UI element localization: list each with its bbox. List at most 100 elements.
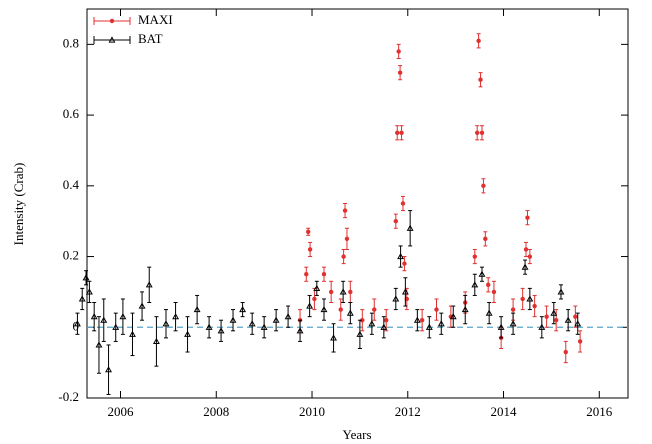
data-point	[472, 254, 477, 259]
data-point	[320, 305, 328, 313]
data-point	[434, 307, 439, 312]
data-point	[360, 318, 365, 323]
data-point	[564, 316, 572, 323]
data-point	[193, 305, 201, 313]
data-point	[402, 261, 407, 266]
legend-label: MAXI	[138, 12, 173, 27]
data-point	[112, 323, 120, 330]
data-point	[527, 254, 533, 259]
data-point	[344, 236, 350, 242]
data-point	[397, 70, 403, 75]
data-point	[342, 208, 348, 213]
data-point	[520, 296, 525, 302]
data-point	[129, 330, 136, 337]
data-point	[553, 318, 559, 323]
data-point	[497, 323, 505, 330]
data-point	[525, 215, 530, 220]
data-point	[478, 270, 486, 277]
data-point	[491, 289, 497, 295]
data-point	[248, 320, 256, 327]
data-point	[413, 316, 421, 323]
x-tick-label: 2016	[586, 404, 613, 419]
data-point	[307, 247, 313, 252]
data-point	[313, 284, 321, 291]
data-point	[296, 327, 304, 334]
data-point	[395, 130, 400, 135]
data-point	[306, 302, 314, 309]
y-tick-label: 0.4	[63, 177, 80, 192]
data-point	[321, 272, 327, 277]
data-point	[119, 313, 127, 320]
data-point	[483, 236, 488, 242]
data-point	[577, 339, 583, 344]
data-point	[401, 288, 409, 295]
y-tick-label: 0.8	[63, 35, 79, 50]
data-point	[348, 289, 353, 295]
data-point	[304, 272, 309, 277]
data-point	[574, 320, 582, 327]
data-point	[85, 288, 93, 295]
data-point	[479, 130, 485, 135]
data-point	[260, 323, 268, 330]
data-point	[406, 224, 414, 231]
data-point	[284, 313, 292, 320]
data-point	[152, 337, 160, 344]
data-point	[397, 252, 405, 260]
data-point	[205, 323, 213, 330]
data-point	[510, 307, 516, 312]
x-tick-label: 2008	[203, 404, 229, 419]
plot-frame	[86, 8, 629, 399]
data-point	[184, 330, 191, 337]
data-point	[557, 288, 565, 295]
data-point	[162, 320, 170, 327]
data-point	[372, 307, 377, 312]
y-tick-label: -0.2	[58, 389, 79, 404]
data-point	[485, 309, 493, 316]
data-point	[573, 314, 578, 319]
data-point	[476, 38, 481, 44]
data-point	[330, 334, 338, 341]
data-point	[396, 49, 401, 54]
data-point	[471, 281, 479, 288]
data-point	[425, 323, 433, 330]
x-tick-label: 2010	[299, 404, 325, 419]
data-point	[384, 318, 389, 323]
data-point	[544, 314, 549, 319]
data-point	[338, 307, 343, 312]
data-point	[532, 303, 537, 309]
data-point	[523, 247, 529, 252]
data-point	[356, 330, 364, 337]
data-point	[272, 316, 280, 323]
data-point	[368, 320, 376, 327]
data-point	[229, 316, 237, 323]
data-point	[217, 327, 225, 334]
data-point	[538, 323, 546, 330]
series	[73, 210, 582, 395]
data-point	[95, 341, 103, 348]
data-point	[449, 313, 457, 320]
data-point	[90, 313, 98, 320]
data-point	[521, 263, 529, 270]
data-point	[526, 295, 534, 302]
data-point	[339, 288, 347, 295]
data-point	[145, 281, 153, 288]
data-point	[419, 318, 425, 323]
data-point	[399, 130, 404, 135]
x-tick-label: 2014	[491, 404, 518, 419]
data-point	[478, 77, 483, 82]
data-point	[481, 183, 486, 189]
legend-label: BAT	[138, 31, 163, 46]
data-point	[461, 305, 469, 313]
data-point	[380, 323, 388, 330]
data-point	[73, 320, 81, 327]
x-tick-label: 2006	[108, 404, 135, 419]
y-tick-label: 0.2	[63, 248, 79, 263]
data-point	[312, 296, 317, 302]
data-point	[305, 229, 311, 234]
data-point	[437, 320, 445, 327]
y-tick-label: 0.6	[63, 106, 80, 121]
y-axis-label: Intensity (Crab)	[11, 163, 26, 246]
data-point	[82, 274, 90, 281]
data-point	[563, 349, 568, 355]
